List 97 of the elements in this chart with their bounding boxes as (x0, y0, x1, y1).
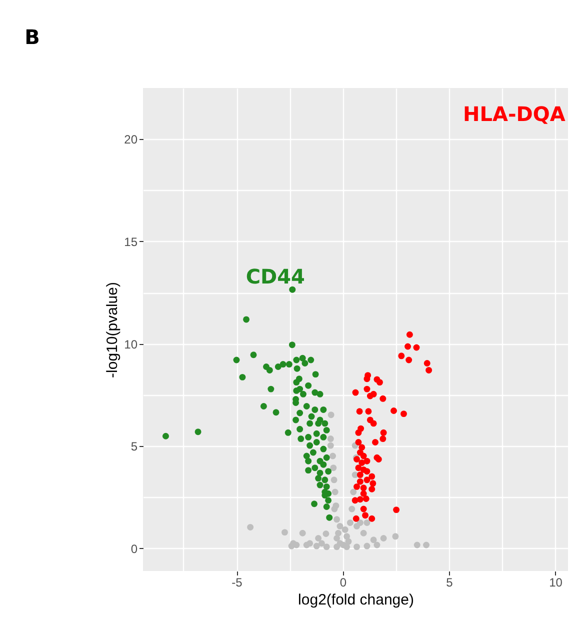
point (356, 519, 364, 526)
annotation: HLA-DQA (463, 102, 566, 126)
point (364, 376, 370, 382)
point (380, 535, 387, 542)
point (318, 540, 325, 547)
point (362, 512, 369, 519)
point (368, 515, 376, 522)
point (356, 478, 364, 485)
point (358, 444, 366, 451)
x-tick-label: -5 (232, 576, 243, 590)
point (364, 386, 370, 392)
point (350, 488, 357, 496)
point (356, 408, 363, 415)
point (282, 529, 288, 536)
point (323, 544, 330, 550)
point (364, 468, 370, 475)
x-tick-label: 5 (446, 576, 454, 590)
point (356, 472, 364, 478)
point (364, 519, 370, 526)
point (327, 436, 334, 442)
point (406, 356, 412, 364)
point (370, 420, 377, 427)
point (344, 544, 350, 550)
point (354, 483, 360, 490)
point (334, 535, 340, 542)
point (424, 360, 430, 367)
point (423, 542, 430, 548)
point (370, 536, 377, 544)
point (364, 476, 370, 484)
x-tick-label: 0 (340, 576, 347, 590)
point (380, 429, 387, 436)
point (332, 488, 338, 496)
point (400, 410, 407, 418)
point (413, 344, 420, 351)
point (362, 496, 370, 502)
point (336, 522, 344, 530)
point (414, 542, 420, 548)
point (313, 542, 320, 550)
y-tick-label: 15 (124, 234, 138, 249)
y-tick-label: 20 (124, 132, 138, 147)
point (322, 530, 330, 537)
x-axis-title: log2(fold change) (298, 592, 414, 608)
point (354, 544, 360, 550)
point (355, 439, 362, 446)
point (356, 496, 364, 503)
point (358, 460, 366, 466)
point (334, 544, 340, 550)
point (365, 408, 372, 415)
point (364, 458, 370, 464)
point (348, 506, 356, 512)
point (306, 540, 314, 547)
point (360, 490, 367, 497)
point (327, 442, 334, 449)
point (370, 390, 377, 398)
point (398, 352, 405, 360)
point (364, 542, 370, 550)
point (380, 436, 386, 442)
point (330, 476, 338, 484)
point (315, 535, 322, 542)
y-tick-label: 5 (130, 440, 138, 454)
point (426, 366, 432, 374)
point (370, 480, 376, 487)
point (390, 408, 397, 414)
chart-title: B (24, 25, 40, 49)
point (334, 516, 340, 523)
point (376, 379, 383, 386)
point (360, 484, 367, 492)
point (368, 473, 376, 480)
point (360, 452, 367, 460)
x-tick-label: 10 (549, 576, 563, 590)
point (247, 524, 254, 530)
point (342, 526, 348, 533)
point (328, 412, 334, 418)
point (352, 515, 360, 522)
point (392, 533, 399, 540)
point (331, 506, 338, 512)
y-tick-label: 10 (124, 337, 138, 352)
point (352, 389, 359, 396)
point (355, 464, 362, 472)
y-tick-label: 0 (130, 542, 138, 556)
point (330, 452, 336, 460)
point (360, 506, 367, 512)
point (346, 519, 354, 526)
y-axis-title: -log10(pvalue) (104, 282, 122, 378)
point (360, 530, 367, 536)
point (344, 533, 350, 540)
point (374, 542, 380, 548)
point (368, 486, 376, 492)
point (380, 395, 386, 402)
point (299, 530, 306, 536)
point (393, 506, 400, 514)
annotation: CD44 (246, 264, 305, 289)
point (406, 331, 413, 338)
point (330, 464, 337, 472)
point (404, 343, 412, 350)
point (358, 425, 364, 432)
point (372, 439, 378, 446)
